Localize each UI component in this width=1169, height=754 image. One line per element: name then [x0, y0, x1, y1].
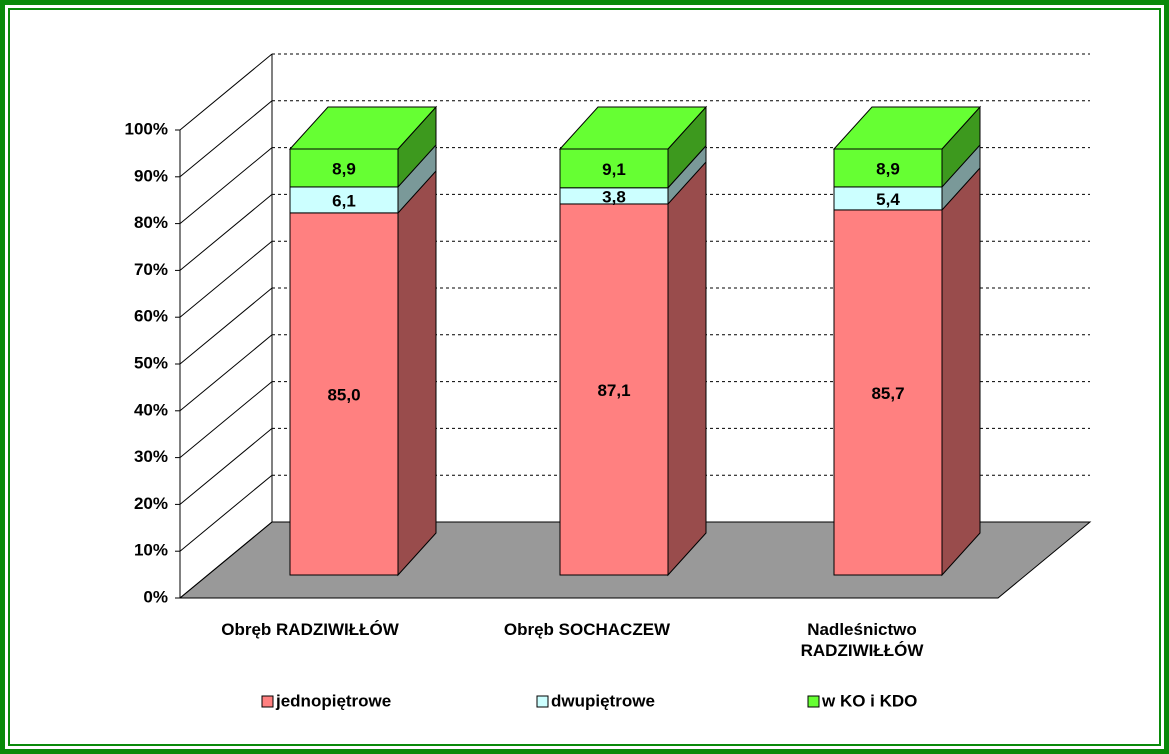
y-tick-label: 20% — [134, 494, 168, 513]
y-tick-label: 40% — [134, 400, 168, 419]
bar-top — [558, 106, 708, 150]
data-label: 87,1 — [597, 381, 630, 400]
bar — [289, 186, 399, 214]
wall-grid-line — [179, 521, 273, 599]
data-label: 85,0 — [327, 385, 360, 404]
wall-grid-line — [179, 334, 273, 412]
bar — [833, 148, 943, 188]
y-tick-label: 0% — [143, 587, 168, 606]
wall-grid-line — [179, 474, 273, 552]
legend-swatch — [807, 695, 820, 708]
bar-top — [832, 106, 982, 150]
data-label: 5,4 — [876, 190, 900, 209]
bar-side — [941, 166, 981, 577]
y-tick-label: 80% — [134, 213, 168, 232]
bar — [559, 203, 669, 576]
bar-side — [397, 169, 437, 577]
wall-grid-line — [179, 100, 273, 178]
legend-swatch — [261, 695, 274, 708]
wall-grid-line — [179, 428, 273, 505]
x-tick-label: Obręb RADZIWIŁŁÓW — [221, 620, 399, 639]
y-tick-label: 10% — [134, 541, 168, 560]
data-label: 8,9 — [332, 159, 356, 178]
legend-label: w KO i KDO — [821, 691, 917, 710]
data-label: 9,1 — [602, 160, 626, 179]
chart: 0% 10% 20% 30% 40% 50% 60% 70% 80% 90% 100% 85,0 6,1… — [125, 53, 1092, 710]
bar — [289, 148, 399, 188]
y-tick-label: 50% — [134, 353, 168, 372]
bar-top — [288, 106, 438, 150]
y-tick-label: 90% — [134, 166, 168, 185]
y-tick-label: 30% — [134, 447, 168, 466]
wall-grid-line — [179, 240, 273, 318]
data-label: 6,1 — [332, 191, 356, 210]
wall-grid-line — [179, 147, 273, 224]
legend-label: jednopiętrowe — [275, 691, 391, 710]
y-tick-label: 70% — [134, 260, 168, 279]
wall-grid-line — [179, 287, 273, 365]
bar — [289, 212, 399, 576]
wall-grid-line — [179, 194, 273, 271]
wall-grid-line — [179, 53, 273, 131]
bar-side — [667, 160, 707, 577]
data-label: 8,9 — [876, 159, 900, 178]
x-tick-label: Obręb SOCHACZEW — [503, 620, 671, 639]
data-label: 85,7 — [871, 384, 904, 403]
legend-swatch — [536, 695, 549, 708]
bar — [833, 209, 943, 576]
y-tick-label: 100% — [125, 119, 168, 138]
legend-label: dwupiętrowe — [551, 691, 655, 710]
x-tick-label: Nadleśnictwo RADZIWIŁŁÓW — [800, 620, 924, 660]
y-tick-label: 60% — [134, 307, 168, 326]
wall-grid-line — [179, 381, 273, 458]
bar — [559, 148, 669, 189]
data-label: 3,8 — [602, 187, 626, 206]
